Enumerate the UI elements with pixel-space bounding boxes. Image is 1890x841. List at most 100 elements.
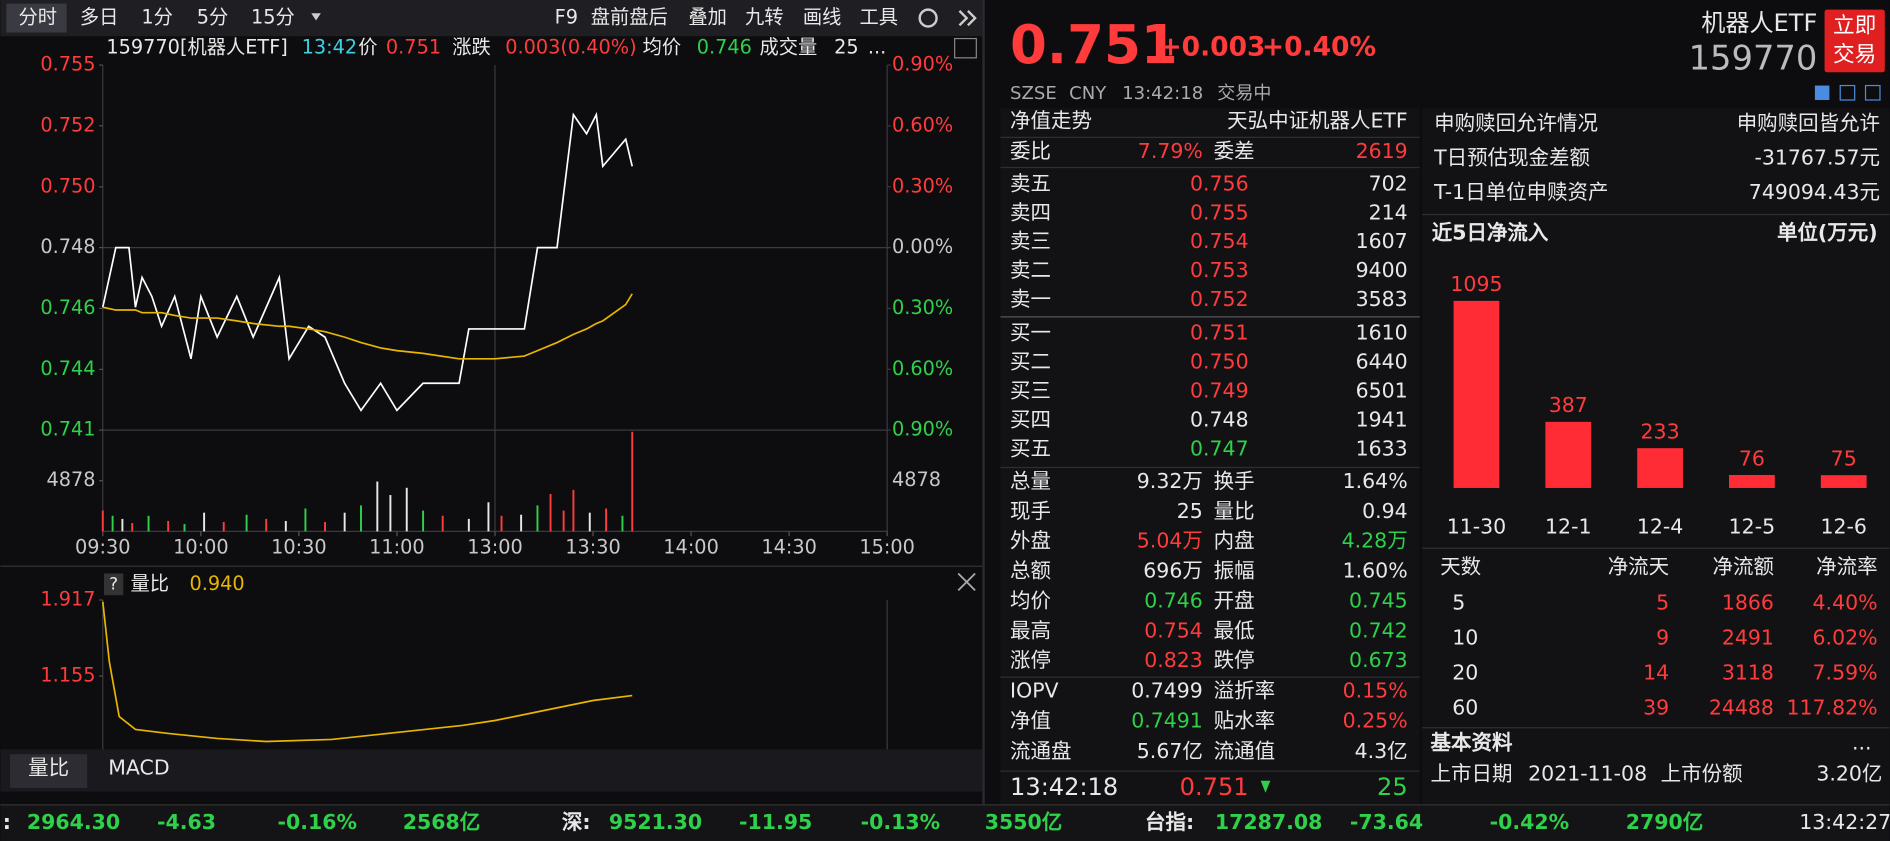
settings-icon[interactable] <box>918 8 938 28</box>
label: -4.63 <box>157 810 216 834</box>
tool[interactable]: 九转 <box>745 6 784 29</box>
tool[interactable]: 画线 <box>803 6 842 29</box>
label: 0.751 <box>1190 321 1249 345</box>
tab[interactable]: 15分 <box>251 6 295 29</box>
label: 成交量 <box>759 36 817 59</box>
tool[interactable]: 工具 <box>859 6 898 29</box>
label: 价 <box>358 36 377 59</box>
bar <box>1820 475 1867 488</box>
y-tick-label: 4878 <box>47 468 96 491</box>
volume-bar <box>562 510 565 532</box>
button-label: 立即 <box>1833 14 1876 39</box>
label: 量比 <box>131 572 170 595</box>
table-cell: 1866 <box>1722 591 1774 615</box>
volume-bar <box>536 505 539 532</box>
tool-icon[interactable] <box>1839 84 1856 101</box>
label: 流通盘 <box>1010 739 1071 763</box>
tool[interactable]: 叠加 <box>688 6 727 29</box>
volume-bar <box>467 518 470 532</box>
label: -31767.57元 <box>1754 145 1880 169</box>
active-tab <box>6 3 67 33</box>
tab[interactable]: 5分 <box>197 6 229 29</box>
trade-button[interactable] <box>1824 9 1885 73</box>
volume-bar <box>441 515 444 532</box>
tab[interactable]: 多日 <box>80 6 119 29</box>
table-cell: 24488 <box>1709 695 1774 719</box>
x-tick-label: 14:00 <box>663 536 719 559</box>
label: 跌停 <box>1214 648 1255 672</box>
label: 0.940 <box>190 572 245 595</box>
label: 天弘中证机器人ETF <box>1227 109 1408 133</box>
label: 25 <box>834 36 859 59</box>
label: 0.673 <box>1349 648 1408 672</box>
y-tick-label: 0.741 <box>40 418 95 441</box>
line <box>102 293 633 360</box>
label: 内盘 <box>1214 529 1255 553</box>
label: 6440 <box>1356 350 1408 374</box>
x-tick-label: 13:00 <box>467 536 523 559</box>
volume-bar <box>360 505 362 532</box>
label: 0.15% <box>1343 679 1408 703</box>
table-header: 净流率 <box>1816 554 1877 578</box>
label: -73.64 <box>1350 810 1423 834</box>
tool[interactable]: 盘前盘后 <box>591 6 668 29</box>
tab[interactable]: 量比 <box>28 756 69 780</box>
label: 0.003(0.40%) <box>505 36 636 59</box>
label: 最低 <box>1214 618 1255 642</box>
volume-bar <box>572 489 575 532</box>
close-icon[interactable] <box>957 572 976 592</box>
tool[interactable]: F9 <box>555 6 578 29</box>
table-cell: 60 <box>1452 695 1478 719</box>
dropdown-icon[interactable] <box>311 13 321 21</box>
volume-bar <box>621 515 624 532</box>
label: 13:42:18 <box>1122 83 1203 104</box>
label: 卖二 <box>1010 258 1051 282</box>
label: 7.79% <box>1138 139 1203 163</box>
volume-bar <box>304 508 307 532</box>
y-tick-label: 0.750 <box>40 174 95 197</box>
clock: 13:42:27 <box>1799 810 1890 834</box>
help-box[interactable] <box>104 573 124 596</box>
table-cell: 3118 <box>1722 661 1774 685</box>
panel-icon[interactable] <box>954 37 977 59</box>
label: 214 <box>1369 200 1408 224</box>
label: 2964.30 <box>27 810 120 834</box>
order-panel <box>1000 108 1420 805</box>
x-tick-label: 12-6 <box>1820 515 1866 539</box>
label: 1607 <box>1356 229 1408 253</box>
y-tick-label: 0.752 <box>40 113 95 136</box>
label: 0.823 <box>1144 648 1203 672</box>
label: 溢折率 <box>1214 679 1275 703</box>
y2-tick-label: 0.60% <box>892 357 953 380</box>
label: 0.748 <box>1190 408 1249 432</box>
label: 4.3亿 <box>1355 739 1408 763</box>
label: 0.754 <box>1144 618 1203 642</box>
label: -0.42% <box>1490 810 1570 834</box>
label: 5.67亿 <box>1137 739 1203 763</box>
label: 1.60% <box>1343 559 1408 583</box>
label: 贴水率 <box>1214 709 1275 733</box>
expand-icon[interactable] <box>958 9 969 27</box>
label: 3.20亿 <box>1816 762 1882 786</box>
bar <box>1637 448 1683 488</box>
label: 最高 <box>1010 618 1051 642</box>
table-cell: 39 <box>1643 695 1669 719</box>
label: 台指: <box>1145 810 1194 834</box>
expand-icon[interactable] <box>967 9 977 27</box>
tool-icon[interactable] <box>1864 84 1881 101</box>
status-bar <box>0 804 1890 841</box>
volume-bar <box>131 523 134 532</box>
label: 净值走势 <box>1010 109 1092 133</box>
label: 159770[机器人ETF] <box>106 36 287 59</box>
tool-icon[interactable] <box>1814 85 1830 101</box>
label: 9.32万 <box>1137 469 1203 493</box>
label: 17287.08 <box>1215 810 1322 834</box>
label: 25 <box>1377 773 1408 801</box>
label: 流通值 <box>1214 739 1275 763</box>
tab[interactable]: 1分 <box>141 6 173 29</box>
y2-tick-label: 4878 <box>892 468 941 491</box>
label: 0.7491 <box>1131 709 1203 733</box>
unit: 单位(万元) <box>1777 221 1878 245</box>
tab[interactable]: MACD <box>108 756 169 780</box>
tab[interactable]: 分时 <box>18 6 57 29</box>
